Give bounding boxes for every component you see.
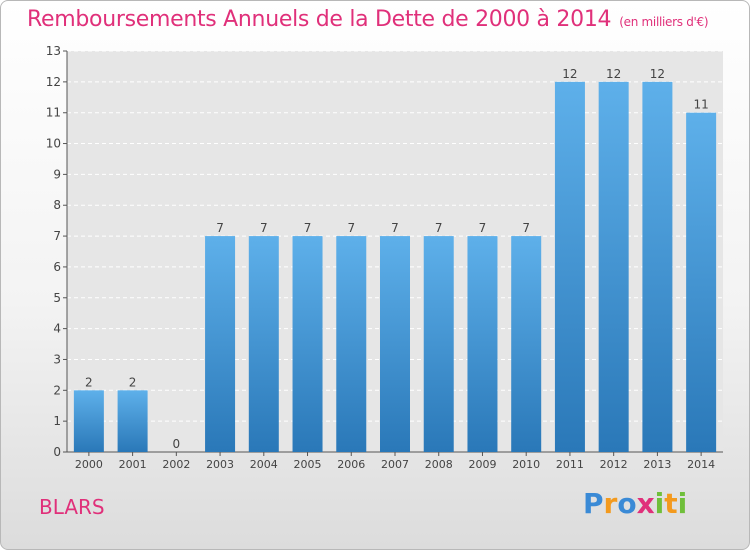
bar-value-label: 7 [391,221,399,235]
bar [336,236,367,452]
proxiti-logo: Proxiti [583,487,687,520]
x-tick-label: 2001 [119,458,147,471]
x-tick-label: 2007 [381,458,409,471]
y-tick-label: 10 [46,137,61,151]
y-tick-label: 2 [53,383,61,397]
bar-value-label: 7 [435,221,443,235]
logo-letter: x [636,487,655,520]
bar [73,390,104,452]
bar [423,236,454,452]
chart-subtitle: (en milliers d'€) [619,15,709,29]
bar-value-label: 2 [85,375,93,389]
bar-value-label: 2 [129,375,137,389]
bar [686,112,717,452]
logo-letter: P [583,487,604,520]
bar [598,81,629,452]
bar [380,236,410,452]
bar-value-label: 7 [260,221,268,235]
bar [642,81,673,452]
bar-value-label: 7 [216,221,224,235]
x-tick-label: 2014 [687,458,715,471]
logo-letter: r [603,487,618,520]
x-tick-label: 2002 [162,458,190,471]
y-tick-label: 4 [53,322,61,336]
bar-value-label: 11 [693,98,708,112]
y-tick-label: 6 [53,260,61,274]
logo-letter: t [664,487,678,520]
bar-value-label: 0 [173,437,181,451]
bar [248,236,279,452]
bar [292,236,323,452]
x-tick-label: 2011 [556,458,584,471]
bar [467,236,498,452]
logo-letter: i [677,487,688,520]
x-tick-label: 2012 [600,458,628,471]
bar-value-label: 7 [522,221,530,235]
x-tick-label: 2009 [468,458,496,471]
bar-value-label: 7 [479,221,487,235]
bar [511,236,542,452]
x-tick-label: 2005 [294,458,322,471]
x-tick-label: 2003 [206,458,234,471]
x-tick-label: 2006 [337,458,365,471]
bar [205,236,236,452]
y-tick-label: 12 [46,75,61,89]
y-tick-label: 13 [46,44,61,58]
x-tick-label: 2010 [512,458,540,471]
bar-value-label: 7 [304,221,312,235]
bar [117,390,148,452]
title-text: Remboursements Annuels de la Dette de 20… [27,7,612,32]
y-tick-label: 1 [53,414,61,428]
x-tick-label: 2013 [643,458,671,471]
y-tick-label: 9 [53,167,61,181]
bar-value-label: 7 [347,221,355,235]
x-tick-label: 2004 [250,458,278,471]
x-tick-label: 2000 [75,458,103,471]
commune-name: BLARS [39,495,105,519]
y-tick-label: 11 [46,106,61,120]
x-tick-label: 2008 [425,458,453,471]
bar-value-label: 12 [650,67,665,81]
logo-letter: o [617,487,637,520]
y-tick-label: 0 [53,445,61,459]
logo-letter: i [654,487,665,520]
chart-title: Remboursements Annuels de la Dette de 20… [27,7,709,32]
y-tick-label: 5 [53,291,61,305]
y-tick-label: 7 [53,229,61,243]
bar-value-label: 12 [562,67,577,81]
bar [554,81,585,452]
bar-value-label: 12 [606,67,621,81]
y-tick-label: 3 [53,352,61,366]
y-tick-label: 8 [53,198,61,212]
